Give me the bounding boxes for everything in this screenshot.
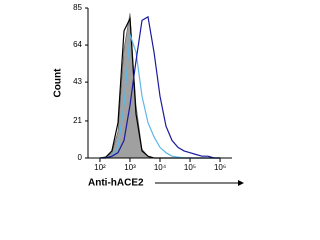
chart: Count Anti-hACE2 0 21 43 64 85 10² 10³ 10⁴ 10⁵ 10… bbox=[53, 3, 244, 189]
histogram-line bbox=[99, 15, 221, 159]
y-tick-label: 0 bbox=[78, 153, 83, 162]
y-tick-label: 85 bbox=[73, 3, 82, 12]
y-axis-label: Count bbox=[53, 68, 64, 98]
x-tick-label: 10⁴ bbox=[154, 163, 167, 172]
x-tick-label: 10² bbox=[94, 163, 106, 172]
x-tick-label: 10⁶ bbox=[214, 163, 226, 172]
y-tick-label: 64 bbox=[73, 40, 82, 49]
y-tick-label: 21 bbox=[73, 116, 82, 125]
histogram-area bbox=[99, 13, 221, 159]
y-tick-label: 43 bbox=[73, 77, 82, 86]
x-tick-label: 10⁵ bbox=[184, 163, 196, 172]
x-tick-label: 10³ bbox=[124, 163, 136, 172]
axis-arrowhead bbox=[238, 180, 244, 186]
x-axis-label: Anti-hACE2 bbox=[88, 178, 144, 189]
